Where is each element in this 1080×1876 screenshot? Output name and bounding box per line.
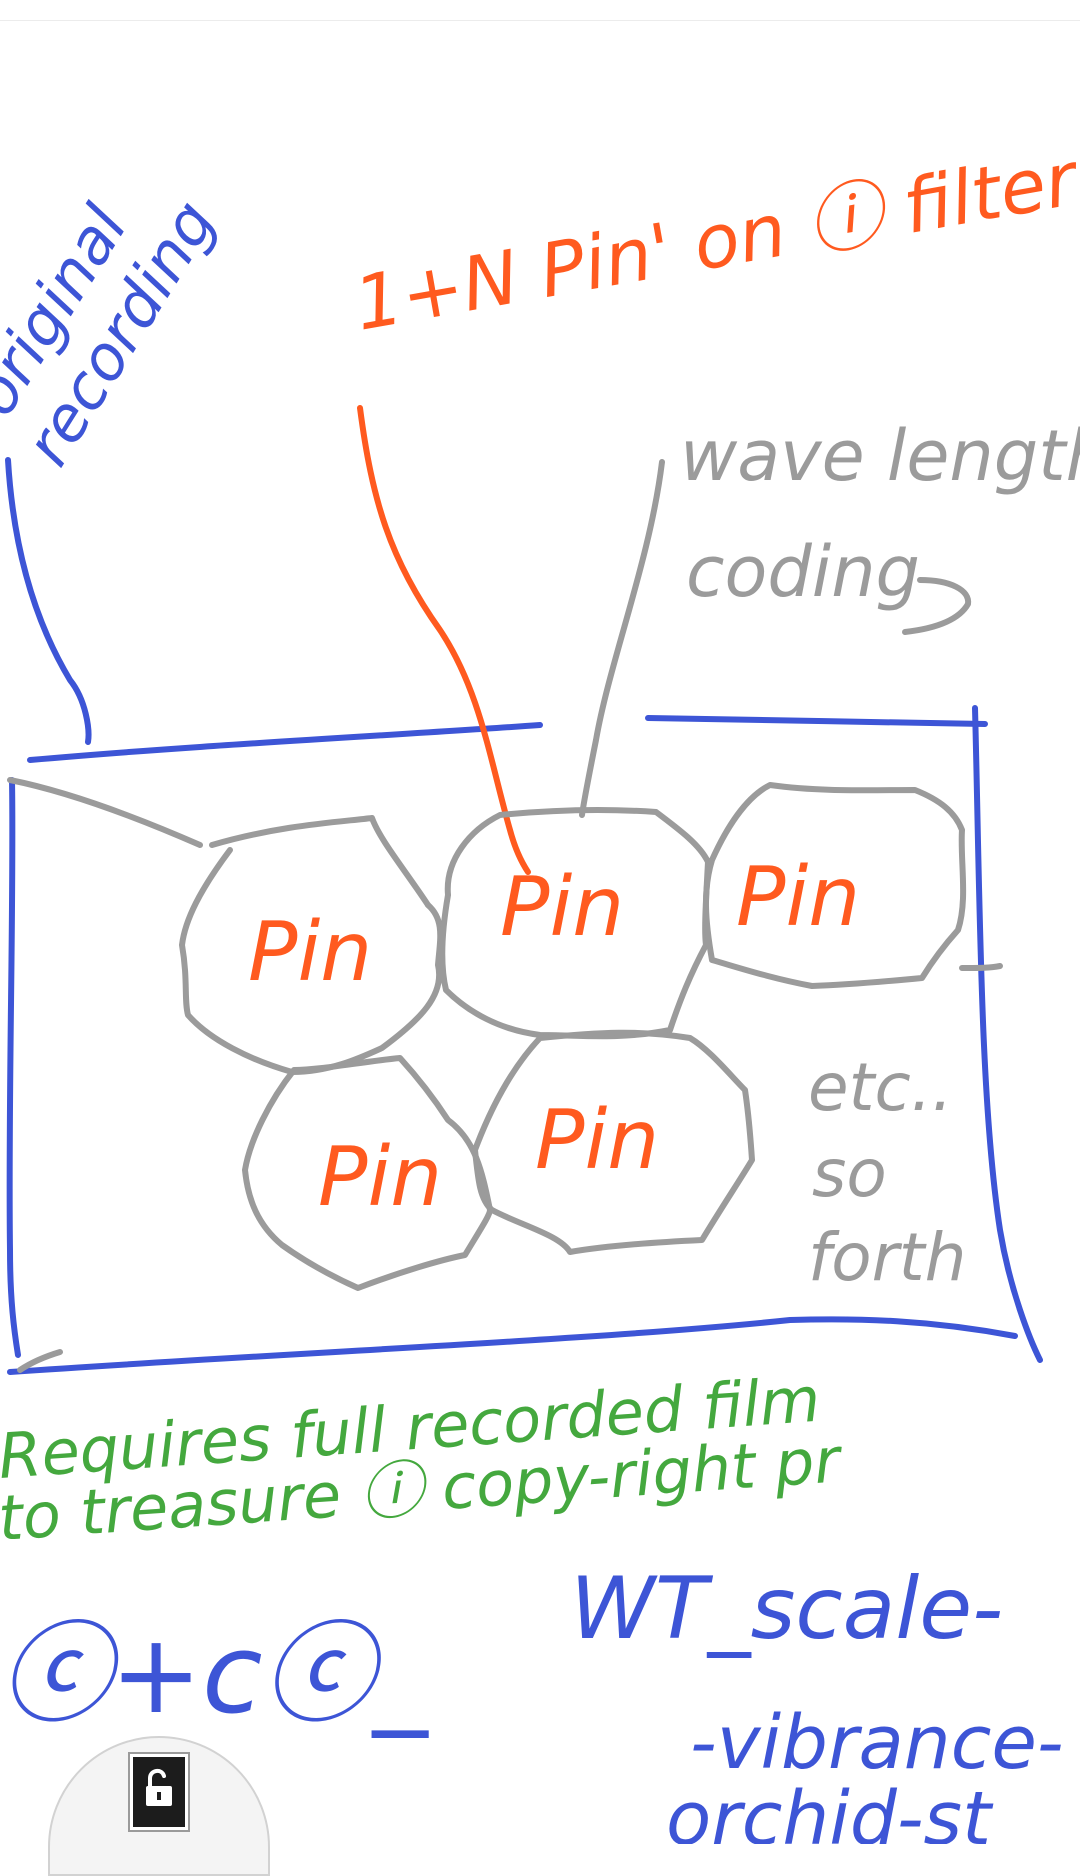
note-orchid: orchid-st [666, 1776, 994, 1844]
note-original-recording: original recording [0, 188, 230, 478]
pin-label-4: Pin [318, 1130, 442, 1225]
note-so: so [812, 1135, 887, 1212]
note-pin-header: 1+N Pin' on ⓘ filter [348, 135, 1080, 347]
note-etc: etc.. [808, 1049, 953, 1126]
blue-container-box [5, 457, 1043, 1375]
pin-label-3: Pin [736, 850, 860, 945]
note-wt-scale: WT_scale- [570, 1559, 1003, 1659]
pin-label-2: Pin [500, 860, 624, 955]
note-etc-so-forth: etc.. so forth [808, 1049, 966, 1296]
note-coding-line2: coding [686, 531, 920, 613]
top-bar [0, 0, 1080, 21]
unlock-button[interactable] [128, 1752, 190, 1832]
note-bottom-right: WT_scale- -vibrance- orchid-st [570, 1559, 1064, 1844]
note-copyright-sign: ⓒ+cⓒ_ [0, 1610, 430, 1738]
note-bottom-left: ⓒ+cⓒ_ [0, 1610, 430, 1738]
pin-label-1: Pin [248, 905, 372, 1000]
pin-labels: Pin Pin Pin Pin Pin [248, 850, 860, 1225]
hexagon-grid [7, 777, 1003, 1373]
note-wavelength: wave length coding [680, 415, 1080, 613]
note-vibrance: -vibrance- [690, 1700, 1064, 1786]
unlock-icon [133, 1757, 185, 1827]
note-wavelength-line1: wave length [680, 415, 1080, 497]
gray-pointer-line [579, 459, 972, 818]
pin-label-5: Pin [535, 1093, 659, 1188]
note-requires: Requires full recorded film to treasure … [0, 1363, 845, 1555]
orange-pointer-line [357, 405, 531, 875]
note-forth: forth [808, 1219, 966, 1296]
